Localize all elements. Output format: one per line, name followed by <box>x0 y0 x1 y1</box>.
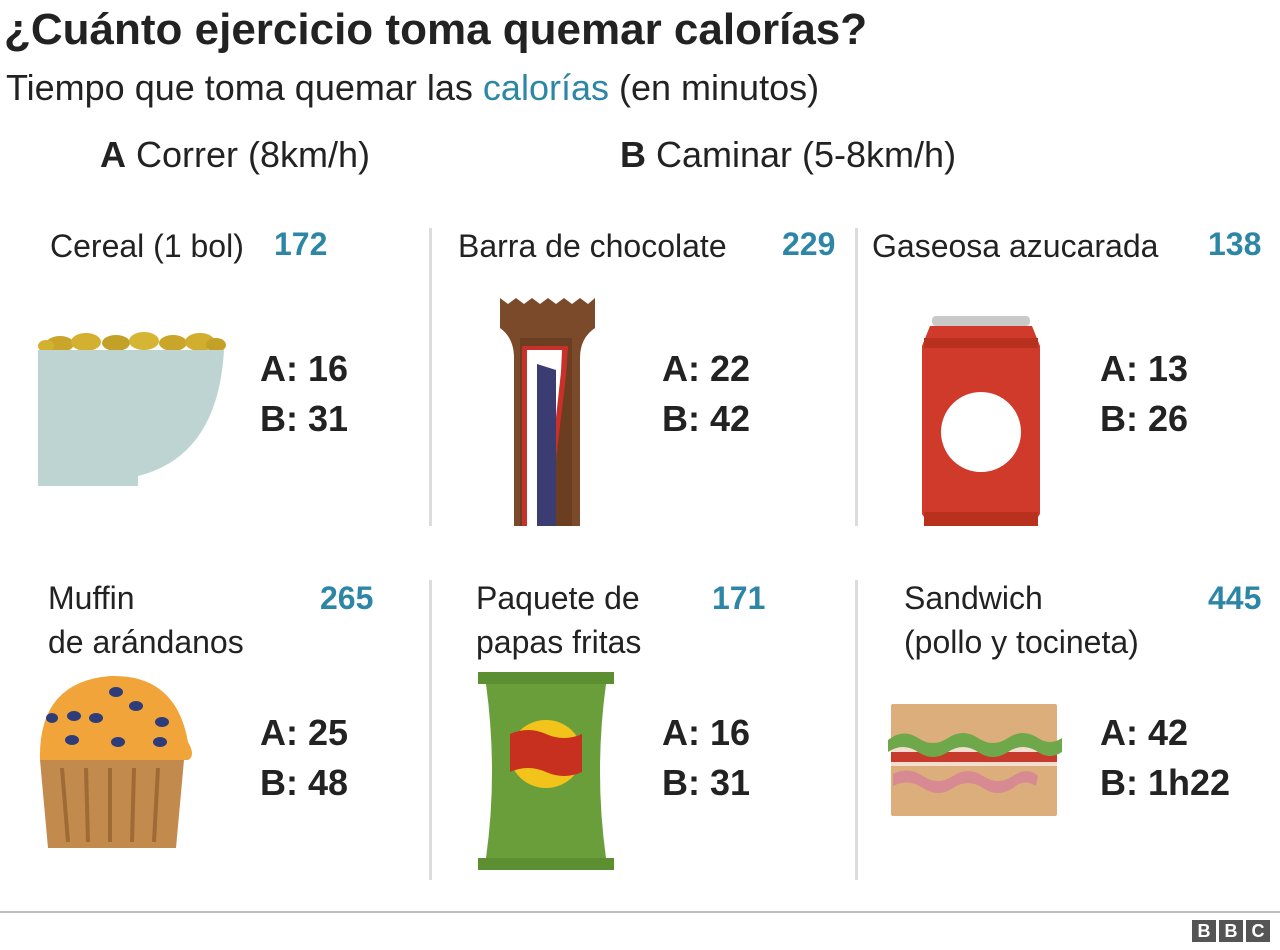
walking-time: B: 1h22 <box>1100 762 1231 803</box>
calorie-count: 445 <box>1208 580 1262 616</box>
logo-letter: C <box>1246 920 1270 942</box>
legend-walking: B Caminar (5-8km/h) <box>620 134 956 176</box>
logo-letter: B <box>1192 920 1216 942</box>
footer-divider <box>0 911 1280 913</box>
legend-label-b: Caminar (5-8km/h) <box>656 134 957 175</box>
muffin-icon <box>38 672 196 852</box>
food-name-line: Paquete de <box>476 580 640 616</box>
walking-time: B: 48 <box>260 762 349 803</box>
subtitle-unit: (en minutos) <box>619 67 820 108</box>
walking-time: B: 26 <box>1100 398 1189 439</box>
legend-running: A Correr (8km/h) <box>100 134 370 176</box>
divider <box>429 228 432 526</box>
food-name-line: Sandwich <box>904 580 1043 616</box>
running-time: A: 25 <box>260 712 349 753</box>
food-name-line: papas fritas <box>476 624 642 660</box>
sandwich-icon <box>888 704 1064 818</box>
divider <box>429 580 432 880</box>
calorie-count: 171 <box>712 580 766 616</box>
logo-letter: B <box>1219 920 1243 942</box>
cereal-bowl-icon <box>38 326 228 488</box>
bbc-logo: B B C <box>1192 920 1270 942</box>
chips-bag-icon <box>478 672 614 870</box>
legend-label-a: Correr (8km/h) <box>136 134 371 175</box>
legend-letter-b: B <box>620 134 646 175</box>
running-time: A: 16 <box>662 712 751 753</box>
food-name: Barra de chocolate <box>458 228 727 264</box>
calorie-count: 229 <box>782 226 836 262</box>
running-time: A: 13 <box>1100 348 1189 389</box>
subtitle-highlight: calorías <box>482 67 609 108</box>
subtitle: Tiempo que toma quemar las calorías (en … <box>6 66 819 110</box>
divider <box>855 228 858 526</box>
legend-letter-a: A <box>100 134 126 175</box>
chocolate-bar-icon <box>500 298 595 526</box>
divider <box>855 580 858 880</box>
food-name: Gaseosa azucarada <box>872 228 1159 264</box>
running-time: A: 42 <box>1100 712 1189 753</box>
food-name: Cereal (1 bol) <box>50 228 244 264</box>
walking-time: B: 42 <box>662 398 751 439</box>
running-time: A: 22 <box>662 348 751 389</box>
walking-time: B: 31 <box>260 398 349 439</box>
soda-can-icon <box>920 316 1042 526</box>
food-name-line: Muffin <box>48 580 135 616</box>
food-name-line: de arándanos <box>48 624 244 660</box>
running-time: A: 16 <box>260 348 349 389</box>
page-title: ¿Cuánto ejercicio toma quemar calorías? <box>4 5 868 54</box>
calorie-count: 172 <box>274 226 328 262</box>
calorie-count: 265 <box>320 580 374 616</box>
walking-time: B: 31 <box>662 762 751 803</box>
subtitle-text: Tiempo que toma quemar las <box>6 67 473 108</box>
calorie-count: 138 <box>1208 226 1262 262</box>
food-name-line: (pollo y tocineta) <box>904 624 1139 660</box>
